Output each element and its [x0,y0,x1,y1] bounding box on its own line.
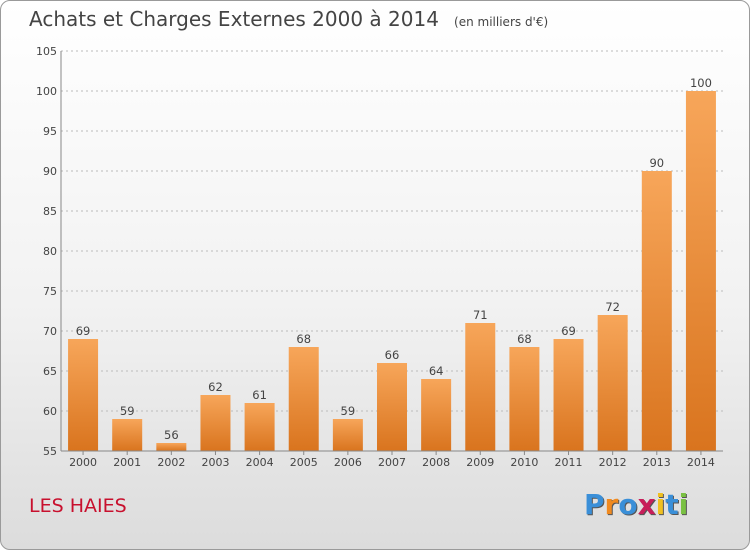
bar [421,379,452,451]
x-tick-label: 2010 [510,456,538,469]
bar-value-label: 59 [341,404,356,418]
bar-value-label: 68 [517,332,532,346]
bar [597,315,628,451]
logo-letter: i [655,488,666,521]
axis-layer: 55 60 65 70 75 80 85 90 95 100 105 2000 2001 2002 2003… [36,45,723,469]
bar-value-label: 56 [164,428,179,442]
x-tick-label: 2000 [69,456,97,469]
y-tick-label: 95 [43,125,57,138]
proxiti-logo: Proxiti [584,488,688,521]
bar-value-label: 100 [690,76,712,90]
bar-value-label: 64 [429,364,444,378]
x-tick-label: 2011 [555,456,583,469]
x-tick-label: 2007 [378,456,406,469]
logo-letter: o [618,488,638,521]
x-tick-label: 2002 [157,456,185,469]
bar-value-label: 61 [252,388,267,402]
bar-value-label: 66 [385,348,400,362]
x-tick-label: 2003 [201,456,229,469]
x-tick-label: 2001 [113,456,141,469]
bar [156,443,187,451]
y-tick-label: 85 [43,205,57,218]
logo-letter: t [665,488,679,521]
bar-layer: 69 59 56 62 61 68 59 66 64 71 68 69 72 90 100 [68,76,716,451]
bar [465,323,496,451]
x-tick-label: 2014 [687,456,715,469]
bar [244,403,275,451]
y-tick-label: 105 [36,45,57,58]
x-tick-label: 2009 [466,456,494,469]
bar-value-label: 72 [605,300,620,314]
bar-value-label: 90 [649,156,664,170]
chart-title: Achats et Charges Externes 2000 à 2014 [29,7,439,31]
bar-value-label: 62 [208,380,223,394]
x-tick-label: 2013 [643,456,671,469]
y-tick-label: 75 [43,285,57,298]
bar-value-label: 71 [473,308,488,322]
y-tick-label: 90 [43,165,57,178]
y-tick-label: 70 [43,325,57,338]
x-tick-label: 2004 [246,456,274,469]
y-tick-label: 55 [43,445,57,458]
bar [68,339,99,451]
bar [553,339,584,451]
bar-value-label: 68 [296,332,311,346]
title-row: Achats et Charges Externes 2000 à 2014 (… [29,7,548,31]
bar-value-label: 69 [561,324,576,338]
bar [509,347,540,451]
bar [288,347,319,451]
bar [685,91,716,451]
y-tick-label: 100 [36,85,57,98]
y-tick-label: 60 [43,405,57,418]
place-name: LES HAIES [29,495,127,517]
logo-letter: r [604,488,619,521]
bar [641,171,672,451]
y-tick-label: 65 [43,365,57,378]
y-tick-label: 80 [43,245,57,258]
bar [332,419,363,451]
logo-letter: P [584,488,605,521]
x-tick-label: 2008 [422,456,450,469]
bar [200,395,231,451]
logo-letter: x [637,488,656,521]
logo-letter: i [678,488,689,521]
bar [112,419,143,451]
x-tick-label: 2012 [599,456,627,469]
chart-subtitle: (en milliers d'€) [454,15,549,29]
bar-value-label: 59 [120,404,135,418]
bar-value-label: 69 [76,324,91,338]
x-tick-label: 2006 [334,456,362,469]
bar [377,363,407,451]
x-tick-label: 2005 [290,456,318,469]
